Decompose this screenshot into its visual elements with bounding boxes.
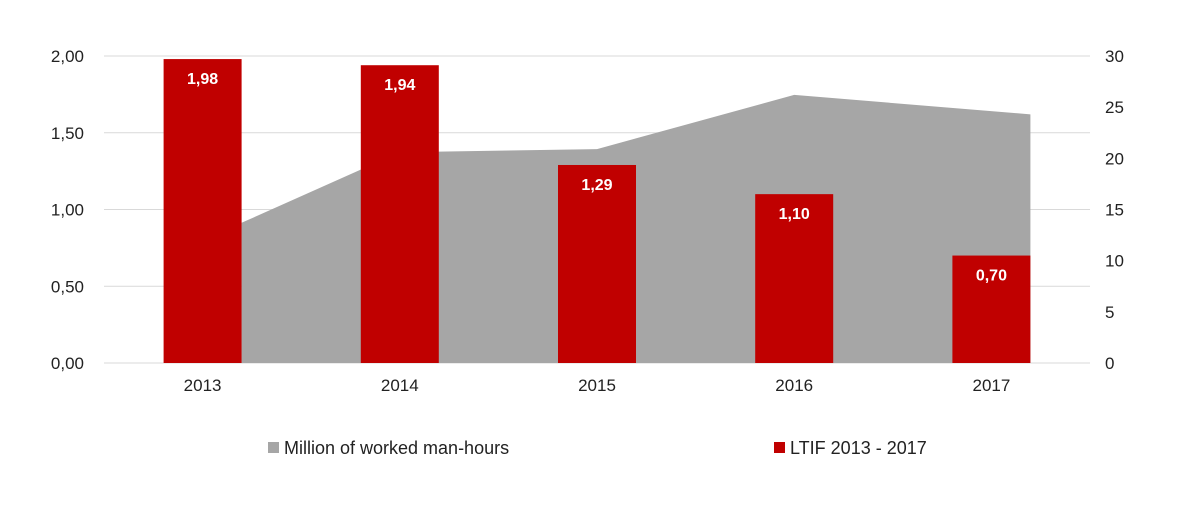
left-axis-tick: 1,50 xyxy=(51,124,84,143)
bar-ltif-2017 xyxy=(952,255,1031,363)
right-axis-tick: 20 xyxy=(1105,149,1124,168)
right-axis-tick: 25 xyxy=(1105,98,1124,117)
legend-label: LTIF 2013 - 2017 xyxy=(790,438,927,458)
x-axis-tick: 2016 xyxy=(775,376,813,395)
bar-ltif-2013 xyxy=(163,59,242,363)
legend-label: Million of worked man-hours xyxy=(284,438,509,458)
left-axis-tick: 1,00 xyxy=(51,201,84,220)
right-axis-tick: 5 xyxy=(1105,303,1114,322)
x-axis-tick: 2017 xyxy=(972,376,1010,395)
bar-ltif-2015 xyxy=(558,164,636,363)
right-axis-tick: 10 xyxy=(1105,252,1124,271)
ltif-bars xyxy=(163,59,1031,364)
data-label-2015: 1,29 xyxy=(581,177,612,194)
data-label-2013: 1,98 xyxy=(187,71,218,88)
data-label-2017: 0,70 xyxy=(976,268,1007,285)
legend: Million of worked man-hours LTIF 2013 - 2… xyxy=(268,438,927,458)
legend-swatch xyxy=(774,442,785,453)
left-axis: 0,00 0,50 1,00 1,50 2,00 xyxy=(51,47,84,373)
data-labels: 1,98 1,94 1,29 1,10 0,70 xyxy=(187,71,1007,284)
right-axis-tick: 15 xyxy=(1105,201,1124,220)
right-axis: 0 5 10 15 20 25 30 xyxy=(1105,47,1124,373)
data-label-2014: 1,94 xyxy=(384,77,415,94)
right-axis-tick: 30 xyxy=(1105,47,1124,66)
data-label-2016: 1,10 xyxy=(779,206,810,223)
bar-ltif-2016 xyxy=(755,194,834,363)
left-axis-tick: 0,00 xyxy=(51,354,84,373)
x-axis-tick: 2015 xyxy=(578,376,616,395)
legend-swatch xyxy=(268,442,279,453)
bar-ltif-2014 xyxy=(360,65,439,364)
right-axis-tick: 0 xyxy=(1105,354,1114,373)
x-axis-tick: 2014 xyxy=(381,376,419,395)
x-axis: 2013 2014 2015 2016 2017 xyxy=(184,376,1011,395)
x-axis-tick: 2013 xyxy=(184,376,222,395)
left-axis-tick: 2,00 xyxy=(51,47,84,66)
left-axis-tick: 0,50 xyxy=(51,277,84,296)
